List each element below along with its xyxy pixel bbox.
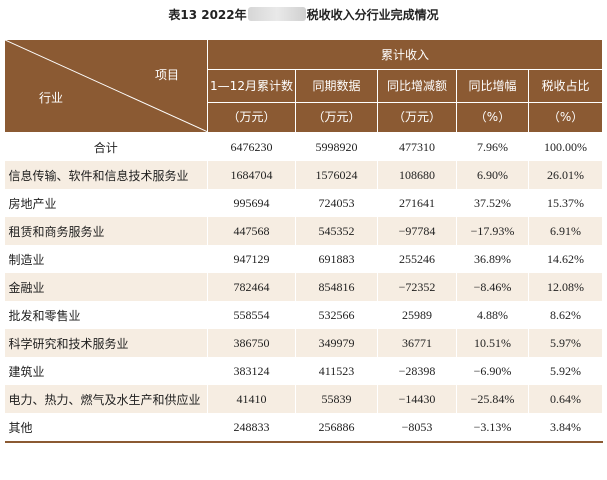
row-name: 电力、热力、燃气及水生产和供应业 (4, 385, 208, 413)
col-unit-cumulative: （万元） (207, 101, 296, 134)
cell-prior: 411523 (295, 357, 378, 385)
col-unit-prior: （万元） (295, 101, 378, 134)
cell-change: 271641 (377, 189, 457, 217)
cell-share: 3.84% (528, 413, 604, 443)
cell-share: 26.01% (528, 161, 604, 189)
row-name: 制造业 (4, 245, 208, 273)
table-row: 批发和零售业 558554 532566 25989 4.88% 8.62% (4, 301, 604, 329)
cell-share: 15.37% (528, 189, 604, 217)
cell-prior: 545352 (295, 217, 378, 245)
row-name: 其他 (4, 413, 208, 443)
table-caption: 表13 2022年 税收收入分行业完成情况 (0, 0, 607, 30)
table-row: 建筑业 383124 411523 −28398 −6.90% 5.92% (4, 357, 604, 385)
col-header-share: 税收占比 (527, 69, 604, 103)
item-industry-header: 项目 行业 (4, 39, 208, 133)
cell-share: 12.08% (528, 273, 604, 301)
col-unit-change: （万元） (377, 101, 457, 134)
cell-share: 5.97% (528, 329, 604, 357)
cell-growth: 37.52% (456, 189, 529, 217)
col-header-prior: 同期数据 (295, 69, 378, 103)
cell-cumulative: 947129 (207, 245, 296, 273)
cell-change: −97784 (377, 217, 457, 245)
cell-change: 25989 (377, 301, 457, 329)
table-row: 信息传输、软件和信息技术服务业 1684704 1576024 108680 6… (4, 161, 604, 189)
col-unit-share: （%） (527, 101, 604, 134)
cell-cumulative: 782464 (207, 273, 296, 301)
cell-prior: 691883 (295, 245, 378, 273)
col-unit-growth: （%） (456, 101, 529, 134)
industry-label: 行业 (39, 91, 64, 105)
cell-prior: 256886 (295, 413, 378, 443)
row-name: 房地产业 (4, 189, 208, 217)
cell-share: 100.00% (528, 132, 604, 161)
cell-change: 36771 (377, 329, 457, 357)
cell-growth: −8.46% (456, 273, 529, 301)
diagonal-divider (5, 40, 208, 132)
cell-change: 477310 (377, 132, 457, 161)
cell-cumulative: 383124 (207, 357, 296, 385)
caption-prefix: 表13 2022年 (168, 8, 247, 22)
cell-growth: 6.90% (456, 161, 529, 189)
cell-prior: 724053 (295, 189, 378, 217)
cell-prior: 55839 (295, 385, 378, 413)
cell-cumulative: 41410 (207, 385, 296, 413)
cell-change: 255246 (377, 245, 457, 273)
cell-cumulative: 447568 (207, 217, 296, 245)
row-name: 租赁和商务服务业 (4, 217, 208, 245)
table-row: 房地产业 995694 724053 271641 37.52% 15.37% (4, 189, 604, 217)
cell-cumulative: 386750 (207, 329, 296, 357)
cell-growth: −17.93% (456, 217, 529, 245)
col-header-growth: 同比增幅 (456, 69, 529, 103)
cell-share: 14.62% (528, 245, 604, 273)
row-name: 建筑业 (4, 357, 208, 385)
table-row: 电力、热力、燃气及水生产和供应业 41410 55839 −14430 −25.… (4, 385, 604, 413)
table-row: 其他 248833 256886 −8053 −3.13% 3.84% (4, 413, 604, 443)
table-row: 制造业 947129 691883 255246 36.89% 14.62% (4, 245, 604, 273)
cell-change: −14430 (377, 385, 457, 413)
cell-prior: 5998920 (295, 132, 378, 161)
table-row-total: 合计 6476230 5998920 477310 7.96% 100.00% (4, 132, 604, 161)
table-row: 租赁和商务服务业 447568 545352 −97784 −17.93% 6.… (4, 217, 604, 245)
cell-growth: 7.96% (456, 132, 529, 161)
cell-change: 108680 (377, 161, 457, 189)
col-header-change: 同比增减额 (377, 69, 457, 103)
row-name: 科学研究和技术服务业 (4, 329, 208, 357)
cell-prior: 1576024 (295, 161, 378, 189)
cell-prior: 532566 (295, 301, 378, 329)
cell-growth: −6.90% (456, 357, 529, 385)
cell-share: 0.64% (528, 385, 604, 413)
row-name: 信息传输、软件和信息技术服务业 (4, 161, 208, 189)
cell-growth: 4.88% (456, 301, 529, 329)
redacted-text (247, 7, 306, 21)
cell-cumulative: 6476230 (207, 132, 296, 161)
cell-prior: 854816 (295, 273, 378, 301)
cell-share: 5.92% (528, 357, 604, 385)
cell-growth: −25.84% (456, 385, 529, 413)
item-label: 项目 (154, 68, 179, 82)
cell-cumulative: 1684704 (207, 161, 296, 189)
row-name: 合计 (4, 132, 208, 161)
cell-growth: −3.13% (456, 413, 529, 443)
col-header-cumulative: 1—12月累计数 (207, 69, 296, 103)
table-row: 科学研究和技术服务业 386750 349979 36771 10.51% 5.… (4, 329, 604, 357)
cell-cumulative: 248833 (207, 413, 296, 443)
cell-growth: 10.51% (456, 329, 529, 357)
cell-cumulative: 558554 (207, 301, 296, 329)
group-header: 累计收入 (206, 38, 604, 71)
cell-change: −72352 (377, 273, 457, 301)
cell-cumulative: 995694 (207, 189, 296, 217)
row-name: 金融业 (4, 273, 208, 301)
cell-share: 8.62% (528, 301, 604, 329)
cell-change: −28398 (377, 357, 457, 385)
cell-prior: 349979 (295, 329, 378, 357)
row-name: 批发和零售业 (4, 301, 208, 329)
tax-revenue-table: 项目 行业 累计收入 1—12月累计数 同期数据 同比增减额 同比增幅 税收占比… (4, 38, 604, 443)
caption-suffix: 税收收入分行业完成情况 (306, 8, 439, 22)
cell-growth: 36.89% (456, 245, 529, 273)
cell-change: −8053 (377, 413, 457, 443)
table-row: 金融业 782464 854816 −72352 −8.46% 12.08% (4, 273, 604, 301)
cell-share: 6.91% (528, 217, 604, 245)
